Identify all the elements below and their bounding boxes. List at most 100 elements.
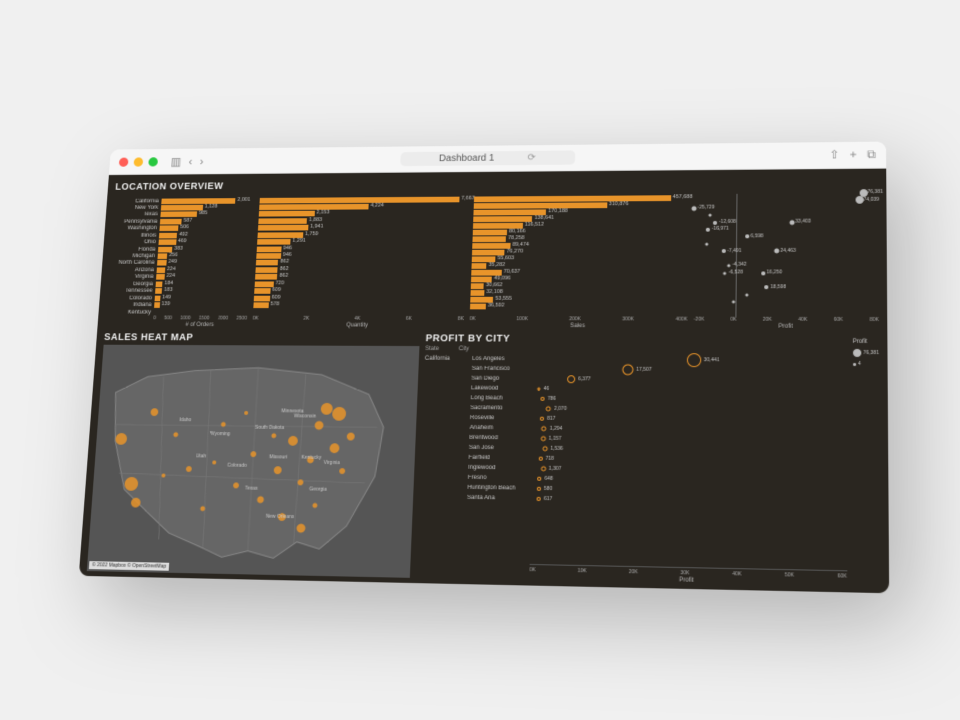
- profit-bubble: [542, 426, 547, 431]
- profit-scatter-chart[interactable]: 76,38174,039-25,729-12,60833,403-16,9716…: [693, 193, 878, 329]
- bar-value: 946: [283, 245, 292, 251]
- scatter-point: [789, 220, 794, 225]
- profit-bubble: [541, 436, 546, 441]
- bar-value: 116,512: [525, 221, 544, 227]
- map-state-label: Virginia: [323, 459, 340, 465]
- axis-label: # of Orders: [153, 322, 247, 328]
- state-label: Texas: [113, 212, 158, 218]
- profit-bubble: [537, 387, 540, 390]
- map-attribution: © 2022 Mapbox © OpenStreetMap: [89, 561, 169, 571]
- city-label: Inglewood: [468, 465, 532, 472]
- city-label: Los Angeles: [472, 356, 536, 362]
- profit-bubble: [622, 364, 633, 375]
- bar-value: 49,096: [494, 275, 511, 281]
- map-state-label: Kentucky: [301, 455, 321, 461]
- bar-value: 139: [161, 301, 170, 307]
- sales-heat-map[interactable]: © 2022 Mapbox © OpenStreetMap IdahoUtahW…: [87, 345, 420, 578]
- scatter-point: [723, 272, 726, 275]
- new-tab-icon[interactable]: +: [850, 148, 857, 163]
- bar-value: 78,258: [508, 235, 525, 241]
- scatter-point: [761, 271, 765, 275]
- heatmap-title: SALES HEAT MAP: [104, 332, 420, 344]
- state-label: Arizona: [109, 267, 154, 273]
- bar-value: 32,108: [486, 289, 503, 295]
- profit-bubble: [537, 497, 541, 501]
- state-label: Virginia: [108, 274, 153, 280]
- bar-value: 1,291: [292, 238, 305, 244]
- bar-value: 149: [162, 294, 171, 300]
- profit-bubble: [542, 446, 547, 451]
- share-icon[interactable]: ⇧: [829, 148, 839, 163]
- traffic-lights: [119, 157, 158, 167]
- profit-by-city-chart[interactable]: CaliforniaLos Angeles30,441San Francisco…: [417, 354, 847, 568]
- profit-bubble: [540, 417, 544, 421]
- state-label: Michigan: [110, 253, 155, 259]
- minimize-icon[interactable]: [133, 157, 143, 166]
- legend-item: 76,381: [853, 349, 879, 357]
- browser-window: ▥ ‹ › Dashboard 1 ⟳ ⇧ + ⧉ LOCATION OVERV…: [79, 142, 889, 594]
- map-state-label: Idaho: [179, 417, 191, 423]
- bar-value: 170,188: [548, 208, 568, 214]
- scatter-point: [732, 301, 735, 304]
- profit-value: 1,536: [550, 446, 563, 452]
- dashboard: LOCATION OVERVIEW California2,001New Yor…: [79, 169, 889, 594]
- scatter-point: [727, 264, 730, 267]
- state-label: Colorado: [107, 295, 152, 301]
- bar-value: 985: [199, 211, 208, 217]
- map-state-label: New Orleans: [266, 514, 295, 520]
- map-state-label: Missouri: [269, 454, 287, 460]
- scatter-point: [765, 286, 769, 290]
- bar-value: 1,941: [310, 224, 323, 230]
- state-label: New York: [114, 205, 159, 211]
- nav-back-icon[interactable]: ‹: [188, 155, 193, 168]
- bar-value: 310,876: [609, 201, 629, 207]
- state-label: Kentucky: [106, 309, 151, 315]
- bar-value: 862: [279, 273, 288, 279]
- tabs-icon[interactable]: ⧉: [867, 147, 876, 162]
- bar-value: 1,128: [204, 204, 217, 210]
- scatter-point: [774, 249, 779, 254]
- bar-value: 249: [168, 259, 177, 265]
- refresh-icon[interactable]: ⟳: [527, 153, 536, 163]
- scatter-point: [713, 221, 717, 225]
- map-state-label: South Dakota: [255, 424, 285, 430]
- quantity-bar-chart[interactable]: 7,6674,2242,1531,8831,9411,7591,29194694…: [252, 196, 468, 328]
- maximize-icon[interactable]: [148, 157, 158, 166]
- bar-value: 53,555: [495, 295, 512, 301]
- orders-bar-chart[interactable]: California2,001New York1,128Texas985Penn…: [105, 197, 254, 327]
- address-bar[interactable]: Dashboard 1 ⟳: [400, 150, 575, 166]
- state-label: California: [114, 198, 159, 204]
- sidebar-toggle-icon[interactable]: ▥: [170, 155, 181, 168]
- city-label: San Jose: [469, 445, 533, 452]
- axis-label: Sales: [469, 323, 687, 329]
- scatter-point: [721, 249, 725, 253]
- profit-value: 30,441: [704, 357, 720, 363]
- nav-forward-icon[interactable]: ›: [199, 155, 204, 168]
- bar-value: 492: [179, 232, 188, 238]
- profit-value: 17,507: [636, 367, 652, 373]
- city-label: San Diego: [471, 376, 535, 382]
- profit-value: 580: [544, 486, 553, 492]
- bar-value: 80,166: [509, 228, 526, 234]
- city-label: Lakewood: [471, 385, 535, 391]
- state-label: Indiana: [106, 302, 151, 308]
- close-icon[interactable]: [119, 157, 129, 166]
- state-label: Ohio: [111, 240, 156, 246]
- bar-value: 224: [166, 273, 175, 279]
- legend-item: 4: [853, 361, 879, 367]
- scatter-point: [709, 214, 712, 217]
- bar-value: 256: [169, 252, 178, 258]
- bar-value: 609: [272, 287, 281, 293]
- map-state-label: Georgia: [309, 487, 327, 493]
- bar-value: 224: [167, 266, 176, 272]
- bar-value: 2,153: [316, 210, 329, 216]
- profit-bubble: [540, 397, 544, 401]
- bar-value: 946: [283, 252, 292, 258]
- city-label: Santa Ana: [467, 495, 532, 502]
- map-state-label: Texas: [245, 486, 258, 492]
- axis-label: Quantity: [252, 322, 463, 328]
- city-label: Anaheim: [470, 425, 534, 432]
- profit-value: 6,377: [578, 376, 591, 382]
- sales-bar-chart[interactable]: 457,688310,876170,188138,641116,51280,16…: [469, 194, 689, 328]
- profit-bubble: [540, 466, 545, 471]
